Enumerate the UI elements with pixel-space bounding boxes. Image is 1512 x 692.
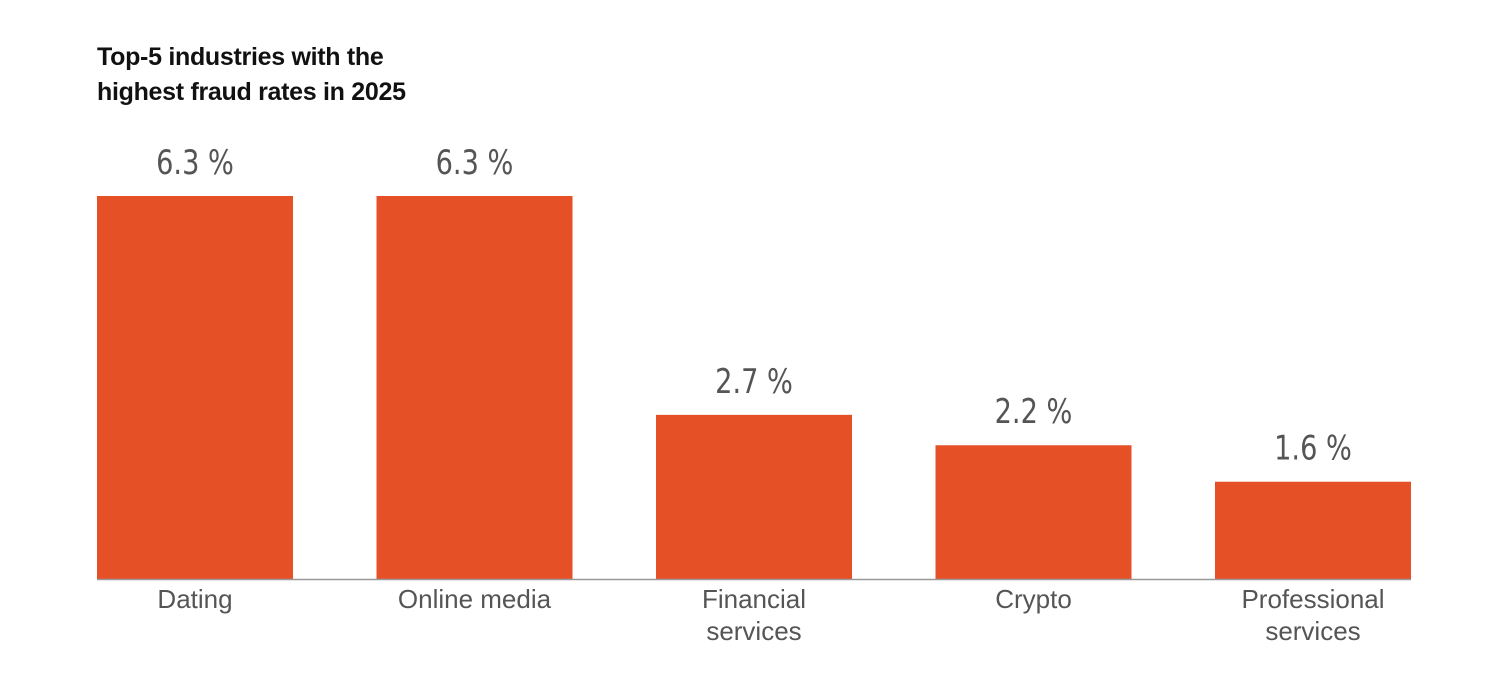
category-label-4-line-2: services (1265, 616, 1360, 646)
bar-1 (376, 196, 573, 579)
value-label-0: 6.3 % (156, 143, 234, 183)
category-label-0: Dating (157, 584, 232, 614)
value-label-1: 6.3 % (436, 143, 514, 183)
category-label-4: Professional (1241, 584, 1384, 614)
category-label-3: Crypto (995, 584, 1072, 614)
bar-4 (1215, 481, 1411, 579)
value-label-4: 1.6 % (1274, 429, 1352, 469)
chart-title: Top-5 industries with the highest fraud … (97, 40, 406, 110)
category-label-2-line-2: services (706, 616, 801, 646)
chart-title-line-1: Top-5 industries with the (97, 43, 384, 71)
category-label-1: Online media (398, 584, 552, 614)
value-label-3: 2.2 % (995, 392, 1073, 432)
category-label-2: Financial (702, 584, 806, 614)
bar-3 (935, 445, 1132, 579)
bar-0 (97, 196, 293, 579)
value-label-2: 2.7 % (715, 362, 793, 402)
bar-2 (656, 414, 852, 579)
chart-title-line-2: highest fraud rates in 2025 (97, 78, 406, 106)
